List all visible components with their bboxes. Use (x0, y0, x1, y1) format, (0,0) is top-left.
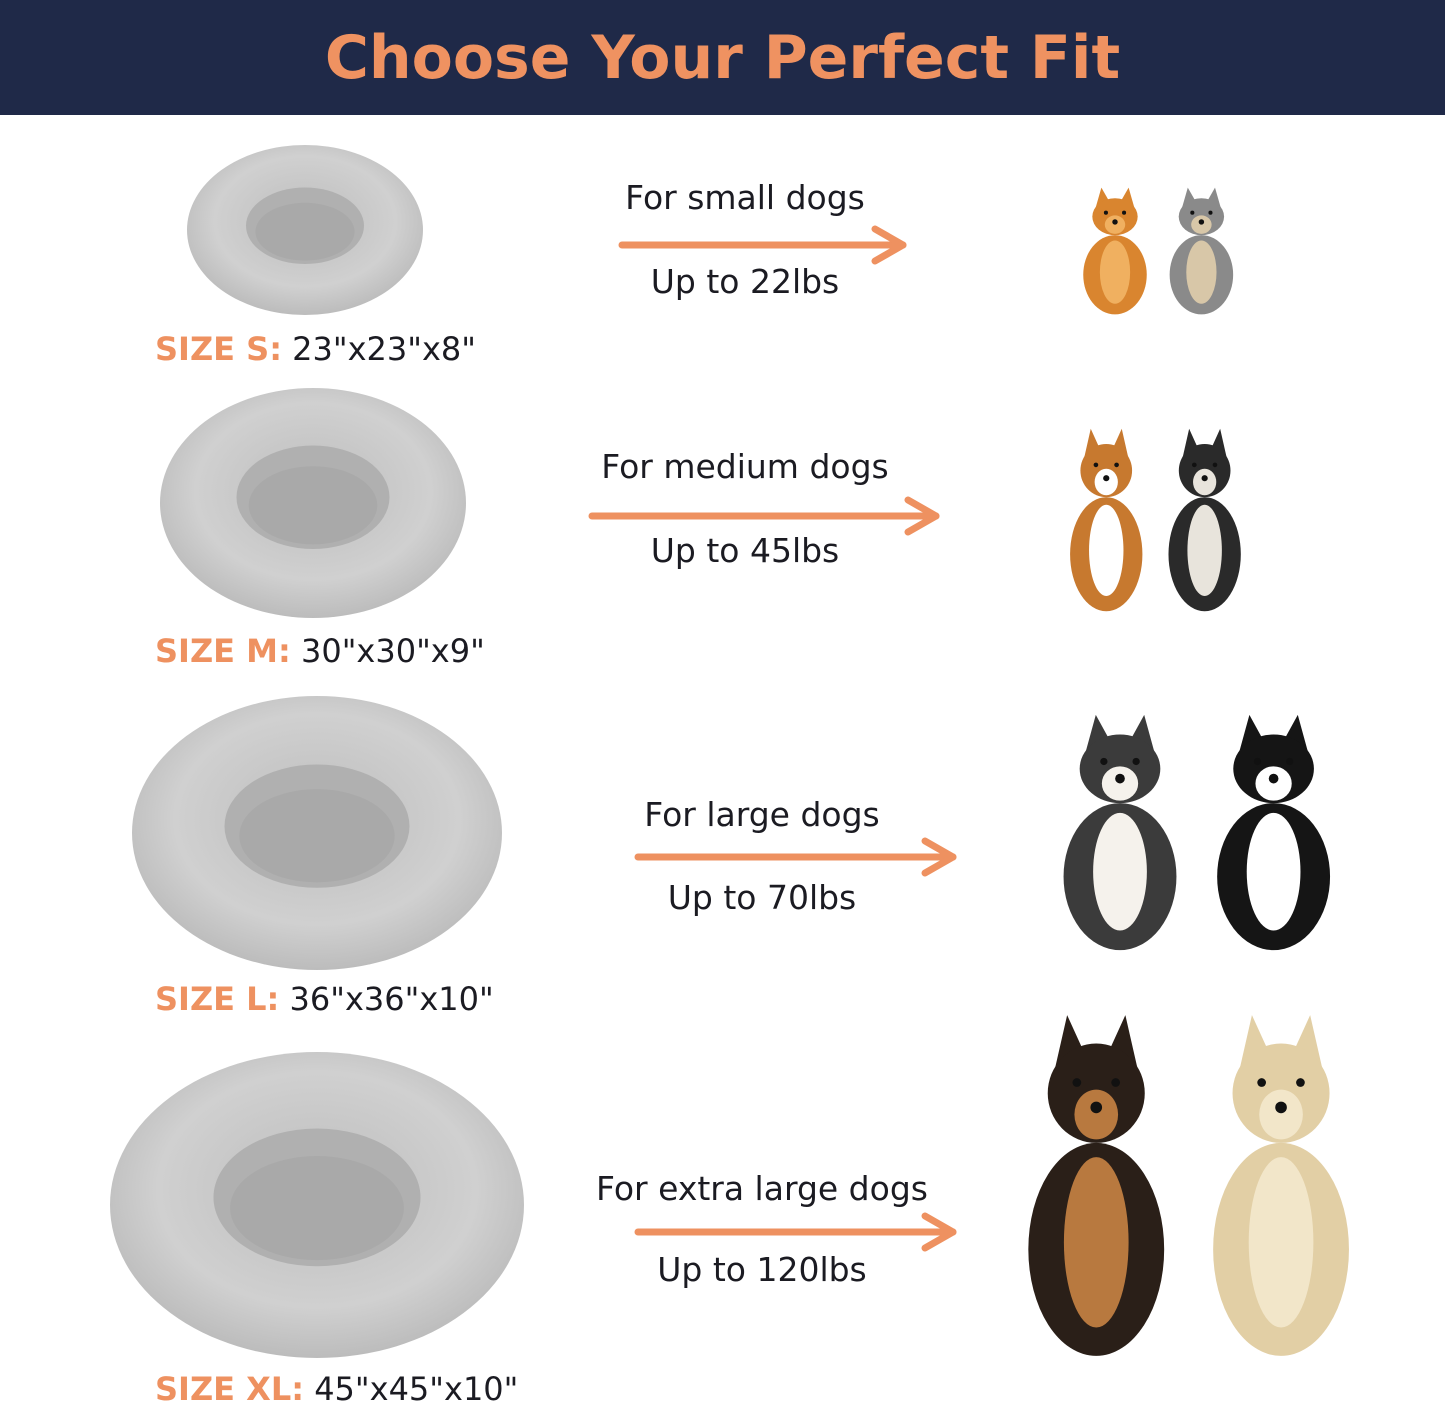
weight-limit-text: Up to 45lbs (650, 531, 840, 570)
size-name: SIZE S: (155, 330, 282, 368)
dog-size-text: For medium dogs (601, 447, 889, 486)
size-dimensions: 23"x23"x8" (292, 330, 476, 368)
dog-size-text: For extra large dogs (596, 1169, 928, 1208)
dog-yorkshire-terrier (1169, 187, 1234, 315)
arrow-right-icon (634, 837, 957, 877)
size-label: SIZE S: 23"x23"x8" (155, 330, 476, 368)
size-label: SIZE L: 36"x36"x10" (155, 980, 494, 1018)
donut-bed-image (110, 1052, 524, 1358)
dog-pomeranian (1083, 187, 1147, 315)
arrow-right-icon (618, 225, 907, 265)
dog-size-text: For large dogs (644, 795, 880, 834)
dogs-photo (1083, 187, 1234, 315)
dog-australian-shepherd (1063, 714, 1177, 951)
dog-border-collie (1217, 714, 1331, 951)
size-name: SIZE M: (155, 632, 291, 670)
size-name: SIZE XL: (155, 1370, 305, 1407)
dog-french-bulldog (1168, 428, 1241, 612)
donut-bed-image (187, 145, 423, 315)
title-banner: Choose Your Perfect Fit (0, 0, 1445, 115)
size-dimensions: 45"x45"x10" (314, 1370, 519, 1407)
dogs-photo (1070, 428, 1241, 612)
dogs-photo (1028, 1015, 1349, 1356)
donut-bed-image (160, 388, 466, 618)
size-dimensions: 36"x36"x10" (289, 980, 494, 1018)
dogs-photo (1063, 714, 1331, 951)
arrow-right-icon (634, 1212, 957, 1252)
dog-german-shepherd (1028, 1015, 1165, 1356)
weight-limit-text: Up to 70lbs (667, 878, 857, 917)
size-label: SIZE XL: 45"x45"x10" (155, 1370, 518, 1407)
size-label: SIZE M: 30"x30"x9" (155, 632, 485, 670)
donut-bed-image (132, 696, 502, 970)
dog-size-text: For small dogs (625, 178, 865, 217)
dog-golden-retriever (1213, 1015, 1349, 1356)
weight-limit-text: Up to 120lbs (657, 1250, 867, 1289)
weight-limit-text: Up to 22lbs (650, 262, 840, 301)
page-title: Choose Your Perfect Fit (324, 22, 1121, 93)
size-dimensions: 30"x30"x9" (300, 632, 485, 670)
size-name: SIZE L: (155, 980, 280, 1018)
arrow-right-icon (588, 496, 940, 536)
dog-beagle (1070, 428, 1143, 612)
